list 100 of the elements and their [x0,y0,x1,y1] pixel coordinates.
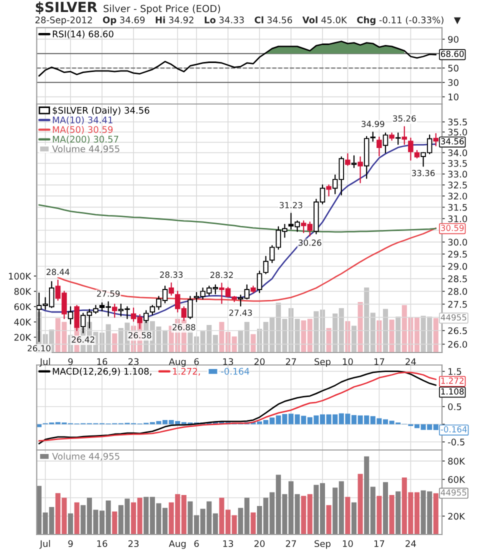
y-tick-label: 29.0 [448,262,468,270]
y-tick-label: 80K [448,458,466,465]
x-tick-label: 20 [254,540,265,548]
y-tick-label: 26.5 [448,327,467,334]
annotation: 44955 [440,314,466,321]
y-tick-label: 31.0 [448,215,468,222]
y-tick-label: 33.0 [448,170,468,178]
y-tick-label: 27.5 [448,300,467,308]
text: Op 34.69 [102,16,145,26]
candlestick [433,133,439,146]
y-tick-label: 1.5 [448,368,462,375]
y-tick-label: 29.5 [448,250,467,258]
y-tick-label: 30.0 [448,238,468,246]
legend-label: Volume 44,955 [52,452,120,461]
candlestick [351,155,357,168]
y-tick-label: -0.5 [448,438,464,446]
candlestick [358,156,363,184]
legend-label: MA(50) 30.59 [52,126,113,134]
text: Chg -0.11 (-0.33%) [357,16,444,26]
x-tick-label: 16 [97,540,108,548]
legend-label: MACD(12,26,9) 1.108, [52,368,152,376]
x-tick-label: Sep [314,540,331,549]
annotation: 26.42 [72,336,94,343]
legend-label: $SILVER (Daily) 34.56 [52,106,150,116]
chart-subtitle: Silver - Spot Price (EOD) [104,4,220,14]
candlestick [345,153,350,166]
candlestick [326,184,332,197]
candlestick [168,282,174,296]
y2-tick-label: 80K [14,288,32,295]
y-tick-label: 50 [448,64,458,72]
x-tick-label: 27 [286,358,296,365]
y-tick-label: 34.0 [448,149,468,156]
candlestick [370,132,376,142]
x-tick-label: 23 [128,540,139,548]
x-tick-label: 6 [194,358,199,366]
legend-label: Volume 44,955 [52,145,120,154]
y2-tick-label: 100K [8,272,32,280]
x-tick-label: 23 [128,358,139,366]
legend-label: MA(10) 34.41 [52,116,112,124]
bar [389,495,394,534]
x-tick-label: 17 [374,540,384,547]
y-tick-label: 35.0 [448,128,468,136]
bar [250,512,256,534]
candlestick [68,306,74,324]
data-label: 30.59 [441,224,464,232]
legend-label: MA(200) 30.57 [52,136,118,144]
annotation: 26.58 [128,332,152,338]
candlestick [376,136,382,156]
candlestick [395,132,401,145]
text: ▼ [454,17,461,24]
text: 28-Sep-2012 [35,16,92,26]
x-tick-label: Aug [168,540,186,549]
bar [376,496,382,534]
y-tick-label: 28.0 [448,288,468,295]
y-tick-label: 0.5 [448,403,462,410]
y2-tick-label: 40K [14,318,32,326]
data-label: 1.108 [441,388,464,395]
bar [433,493,438,534]
candlestick [402,126,408,145]
text: Cl 34.56 [254,16,292,24]
x-tick-label: 9 [68,358,73,366]
y-tick-label: 90 [448,36,458,43]
x-tick-label: Sep [314,358,331,367]
bar [345,496,350,534]
y-tick-label: 35.5 [448,118,467,126]
candlestick [263,256,268,274]
annotation: 28.33 [160,272,183,278]
candlestick [408,138,414,161]
data-label: 68.60 [440,50,464,58]
y-tick-label: 32.5 [448,182,467,188]
y-tick-label: 30 [448,79,458,86]
annotation: 44955 [440,489,466,496]
x-tick-label: 17 [374,358,384,365]
chart-title: $SILVER [36,2,98,14]
annotation: 27.43 [229,310,252,316]
x-tick-label: 24 [406,358,416,365]
y-tick-label: 33.5 [448,160,467,167]
candlestick [256,270,262,294]
annotation: 28.44 [46,268,70,276]
x-tick-label: 13 [223,540,234,548]
y2-tick-label: 60K [14,303,32,310]
x-tick-label: 10 [342,540,353,548]
text: Hi 34.92 [156,16,194,24]
y-tick-label: 26.0 [448,340,468,348]
x-tick-label: Aug [168,358,186,367]
data-label: 1.272 [441,378,464,384]
y-tick-label: 31.5 [448,204,467,211]
annotation: 35.26 [393,115,416,122]
bar [74,502,80,534]
y-tick-label: 32.0 [448,192,468,200]
annotation: 33.36 [412,170,435,176]
candlestick [112,304,118,318]
annotation: 26.10 [28,345,50,352]
annotation: 27.59 [97,290,120,297]
text: 34.56 [441,138,464,144]
legend-label: RSI(14) 68.60 [52,30,114,38]
text: Lo 34.33 [204,16,244,24]
bar [326,505,332,534]
annotation: 26.88 [172,324,196,330]
x-tick-label: Jul [39,540,50,549]
